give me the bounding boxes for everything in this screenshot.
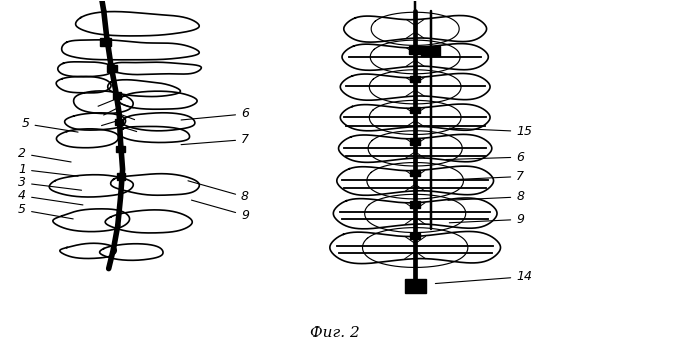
Bar — [113, 92, 121, 99]
Text: 8: 8 — [188, 181, 249, 203]
Polygon shape — [110, 62, 201, 74]
Text: 7: 7 — [448, 170, 524, 183]
Bar — [107, 65, 117, 72]
Text: 4: 4 — [18, 189, 83, 205]
Bar — [410, 107, 420, 113]
Text: 14: 14 — [436, 270, 532, 283]
Polygon shape — [58, 62, 114, 77]
Polygon shape — [61, 40, 199, 60]
Polygon shape — [341, 104, 490, 131]
Polygon shape — [122, 113, 195, 131]
Bar — [410, 202, 420, 208]
Polygon shape — [60, 243, 116, 258]
Polygon shape — [56, 76, 111, 93]
Polygon shape — [73, 91, 133, 114]
Text: 7: 7 — [181, 133, 249, 146]
Text: 9: 9 — [450, 213, 524, 226]
Bar — [409, 46, 422, 54]
Polygon shape — [119, 126, 190, 143]
Text: 3: 3 — [18, 176, 82, 190]
Bar — [117, 173, 126, 180]
Text: 8: 8 — [448, 190, 524, 203]
Polygon shape — [334, 198, 497, 229]
Polygon shape — [330, 232, 500, 264]
Text: 6: 6 — [446, 151, 524, 164]
Bar — [410, 170, 420, 176]
Polygon shape — [53, 209, 130, 232]
Polygon shape — [75, 12, 199, 36]
Text: 5: 5 — [18, 203, 73, 219]
Polygon shape — [65, 113, 126, 130]
Polygon shape — [342, 44, 489, 70]
Text: 15: 15 — [450, 125, 532, 138]
Polygon shape — [111, 174, 200, 195]
Bar — [117, 146, 125, 152]
Bar — [410, 138, 420, 144]
Polygon shape — [105, 210, 192, 233]
Text: 9: 9 — [191, 200, 249, 222]
Polygon shape — [337, 166, 493, 195]
Bar — [115, 119, 124, 125]
Polygon shape — [339, 134, 492, 162]
Text: Фиг. 2: Фиг. 2 — [310, 326, 360, 340]
Bar — [422, 46, 440, 56]
Text: 2: 2 — [18, 147, 71, 162]
Polygon shape — [50, 175, 133, 197]
Bar — [100, 38, 111, 46]
Polygon shape — [344, 16, 487, 42]
Polygon shape — [107, 80, 181, 97]
Bar — [410, 233, 420, 239]
Polygon shape — [57, 129, 119, 148]
Bar — [410, 76, 420, 82]
Text: 5: 5 — [22, 117, 78, 132]
Text: 6: 6 — [181, 107, 249, 120]
Polygon shape — [100, 244, 163, 260]
Polygon shape — [341, 73, 490, 100]
Text: 1: 1 — [18, 163, 78, 176]
Polygon shape — [119, 91, 197, 109]
Bar — [405, 279, 426, 293]
